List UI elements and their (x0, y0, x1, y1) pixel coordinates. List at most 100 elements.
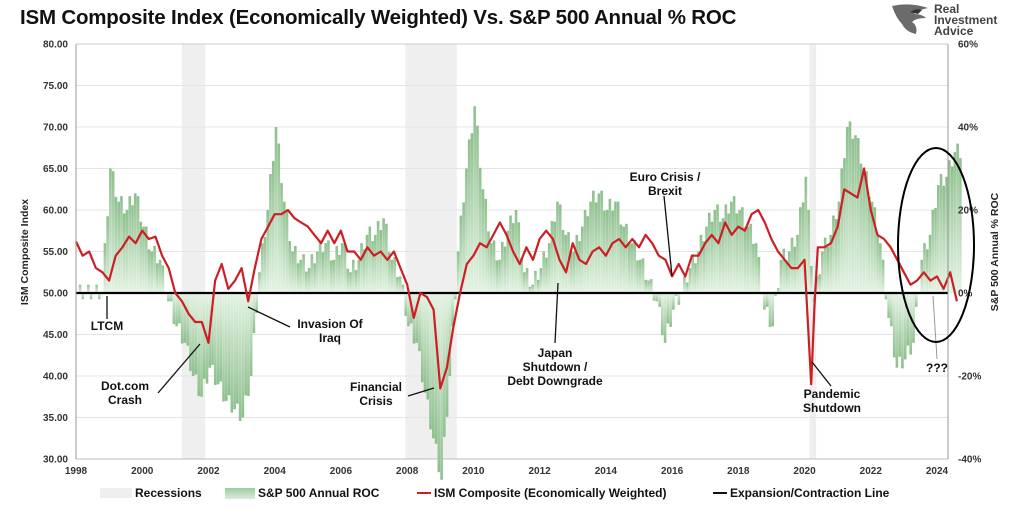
sp500-bar (354, 270, 358, 293)
sp500-bar (771, 293, 775, 327)
sp500-bar (103, 243, 107, 293)
sp500-bar (614, 201, 617, 293)
sp500-bar (636, 260, 639, 293)
ism-series (75, 167, 958, 390)
sp500-bar (420, 293, 424, 383)
annotation-line: Invasion Of (297, 317, 363, 331)
sp500-bar (258, 272, 261, 293)
sp500-bar (856, 138, 860, 293)
y-tick-label: 65.00 (43, 164, 68, 175)
y-tick-label: 60.00 (43, 206, 68, 217)
y-tick-label: 75.00 (43, 81, 68, 92)
sp500-bar (578, 241, 581, 293)
sp500-bar (202, 293, 206, 379)
sp500-bar (782, 248, 786, 293)
sp500-bar (448, 293, 452, 376)
sp500-bar (594, 202, 598, 293)
sp500-bar (881, 259, 885, 293)
y2-tick-label: -20% (958, 372, 981, 383)
sp500-bar (683, 276, 686, 293)
sp500-bar (294, 245, 297, 293)
sp500-bar (142, 226, 145, 293)
sp500-bar (735, 213, 739, 293)
sp500-bar (172, 293, 176, 325)
annotation-label: Dot.com Crash (101, 379, 149, 407)
sp500-bar (299, 259, 303, 293)
sp500-bar (302, 254, 305, 293)
x-tick-label: 2010 (462, 466, 485, 477)
sp500-bar (716, 204, 719, 293)
annotation-leader (554, 282, 559, 344)
sp500-bar (796, 234, 799, 293)
sp500-bar (454, 293, 457, 300)
sp500-bar (818, 274, 821, 293)
sp500-bar (495, 260, 499, 293)
sp500-bar (111, 171, 115, 293)
sp500-bar (280, 183, 283, 293)
sp500-bar (931, 210, 935, 293)
sp500-bar (895, 293, 899, 368)
sp500-bar (556, 201, 559, 293)
sp500-bar (909, 293, 913, 355)
sp500-bar (804, 176, 808, 293)
sp500-bar (404, 293, 407, 316)
sp500-bar (180, 293, 184, 344)
y-tick-label: 35.00 (43, 413, 68, 424)
sp500-bar (558, 204, 562, 293)
sp500-bar (622, 226, 626, 293)
sp500-bar (478, 167, 482, 293)
sp500-bar (351, 259, 355, 293)
annotation-label: Euro Crisis / Brexit (630, 170, 701, 198)
sp500-bar (186, 293, 189, 346)
legend-label-sp500: S&P 500 Annual ROC (258, 486, 380, 500)
sp500-bar (707, 212, 711, 293)
sp500-bar (793, 246, 797, 293)
sp500-bar (959, 158, 962, 293)
sp500-bar (465, 168, 468, 293)
sp500-bar (801, 202, 805, 293)
sp500-bar (236, 293, 239, 404)
annotation-line: LTCM (91, 319, 123, 333)
y-axis-title: ISM Composite Index (19, 199, 31, 305)
sp500-bar (443, 293, 446, 437)
highlight-ellipse (897, 147, 975, 343)
legend-swatch-ism (417, 491, 431, 495)
sp500-bar (790, 237, 794, 293)
sp500-bar (625, 223, 628, 293)
sp500-bar (906, 293, 910, 346)
sp500-bar (156, 263, 159, 293)
sp500-bar (776, 288, 780, 293)
sp500-bar (396, 277, 399, 293)
sp500-bar (335, 245, 339, 293)
sp500-bar (269, 174, 272, 293)
sp500-bar (120, 196, 123, 293)
y-tick-label: 50.00 (43, 289, 68, 300)
sp500-bar (106, 216, 109, 293)
sp500-bar (418, 293, 421, 352)
sp500-bar (688, 268, 692, 293)
sp500-bar (363, 249, 366, 293)
sp500-bar (169, 293, 173, 302)
sp500-bar (481, 189, 485, 293)
sp500-bar (365, 234, 369, 293)
sp500-bar (150, 251, 154, 293)
sp500-bar (288, 241, 292, 293)
sp500-bar (746, 226, 750, 293)
sp500-bar (694, 263, 697, 293)
annotation-label: Invasion Of Iraq (297, 317, 363, 345)
sp500-bar (456, 251, 460, 293)
annotation-label: ??? (926, 361, 948, 375)
sp500-bar (536, 279, 540, 293)
sp500-bar (785, 260, 788, 293)
sp500-bar (845, 127, 849, 293)
sp500-bar (550, 221, 554, 293)
sp500-bar (892, 293, 896, 358)
sp500-bar (765, 293, 769, 307)
sp500-bar (787, 251, 791, 293)
sp500-bar (741, 207, 744, 293)
sp500-bar (677, 293, 681, 305)
sp500-bar (647, 280, 650, 293)
sp500-bar (81, 293, 85, 300)
brand-logo: Real Investment Advice (888, 2, 1018, 38)
sp500-bar (862, 168, 866, 293)
